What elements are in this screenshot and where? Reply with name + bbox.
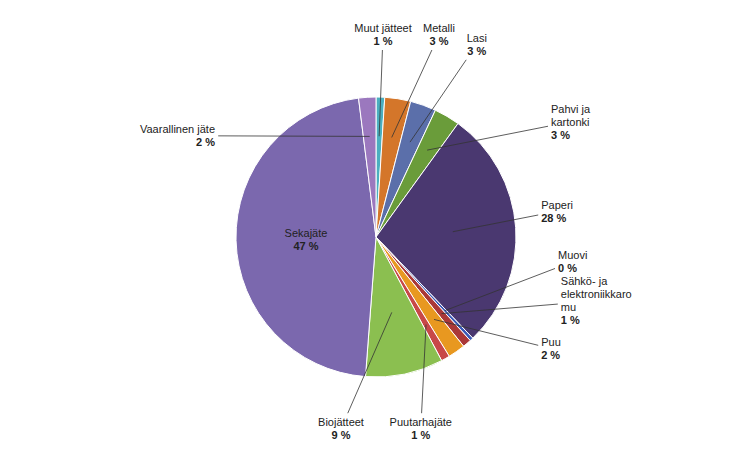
category-label: Paperi: [541, 199, 573, 211]
slice-label: Vaarallinen jäte2 %: [140, 123, 215, 148]
slice-label: Pahvi jakartonki3 %: [551, 103, 591, 141]
slice-label: Paperi28 %: [541, 199, 573, 224]
value-label: 1 %: [374, 35, 393, 47]
leader-line: [218, 135, 369, 137]
category-label: Metalli: [423, 22, 455, 34]
slice-label: Puu2 %: [541, 336, 561, 361]
leader-line: [410, 60, 466, 142]
leader-line: [379, 50, 382, 136]
leader-line: [445, 268, 555, 310]
slice-label: Muovi0 %: [558, 249, 587, 274]
slice-label: Sähkö- jaelektroniikkaromu1 %: [561, 275, 632, 326]
leader-line: [422, 325, 426, 414]
labels: Muut jätteet1 %Metalli3 %Lasi3 %Pahvi ja…: [140, 22, 632, 441]
category-label: Muovi: [558, 249, 587, 261]
slice: [359, 97, 376, 237]
leader-line: [441, 304, 557, 314]
value-label: 3 %: [551, 129, 570, 141]
value-label: 1 %: [561, 314, 580, 326]
leader-line: [392, 50, 432, 137]
value-label: 2 %: [541, 349, 560, 361]
slice-label: Puutarhajäte1 %: [390, 416, 452, 441]
pie: [236, 97, 516, 377]
leader-line: [348, 312, 392, 413]
value-label: 2 %: [196, 136, 215, 148]
category-label: Sekajäte: [285, 227, 328, 239]
value-label: 9 %: [332, 429, 351, 441]
value-label: 0 %: [558, 262, 577, 274]
category-label: Sähkö- jaelektroniikkaromu: [561, 275, 632, 313]
leader-line: [434, 319, 538, 345]
value-label: 28 %: [541, 212, 566, 224]
leader-lines: [218, 50, 558, 413]
leader-line: [427, 126, 548, 150]
category-label: Puu: [541, 336, 561, 348]
value-label: 3 %: [430, 35, 449, 47]
slice-label: Metalli3 %: [423, 22, 455, 47]
slice-label: Biojätteet9 %: [318, 416, 364, 441]
category-label: Lasi: [467, 32, 487, 44]
slice-label: Muut jätteet1 %: [354, 22, 411, 47]
category-label: Pahvi jakartonki: [551, 103, 591, 128]
slice: [365, 237, 441, 377]
value-label: 47 %: [293, 240, 318, 252]
slice-label: Lasi3 %: [467, 32, 487, 57]
category-label: Vaarallinen jäte: [140, 123, 215, 135]
slice-label: Sekajäte47 %: [285, 227, 328, 252]
category-label: Puutarhajäte: [390, 416, 452, 428]
value-label: 3 %: [467, 45, 486, 57]
category-label: Muut jätteet: [354, 22, 411, 34]
value-label: 1 %: [411, 429, 430, 441]
slice: [236, 98, 376, 377]
category-label: Biojätteet: [318, 416, 364, 428]
leader-line: [453, 215, 538, 232]
chart: Muut jätteet1 %Metalli3 %Lasi3 %Pahvi ja…: [0, 0, 752, 475]
